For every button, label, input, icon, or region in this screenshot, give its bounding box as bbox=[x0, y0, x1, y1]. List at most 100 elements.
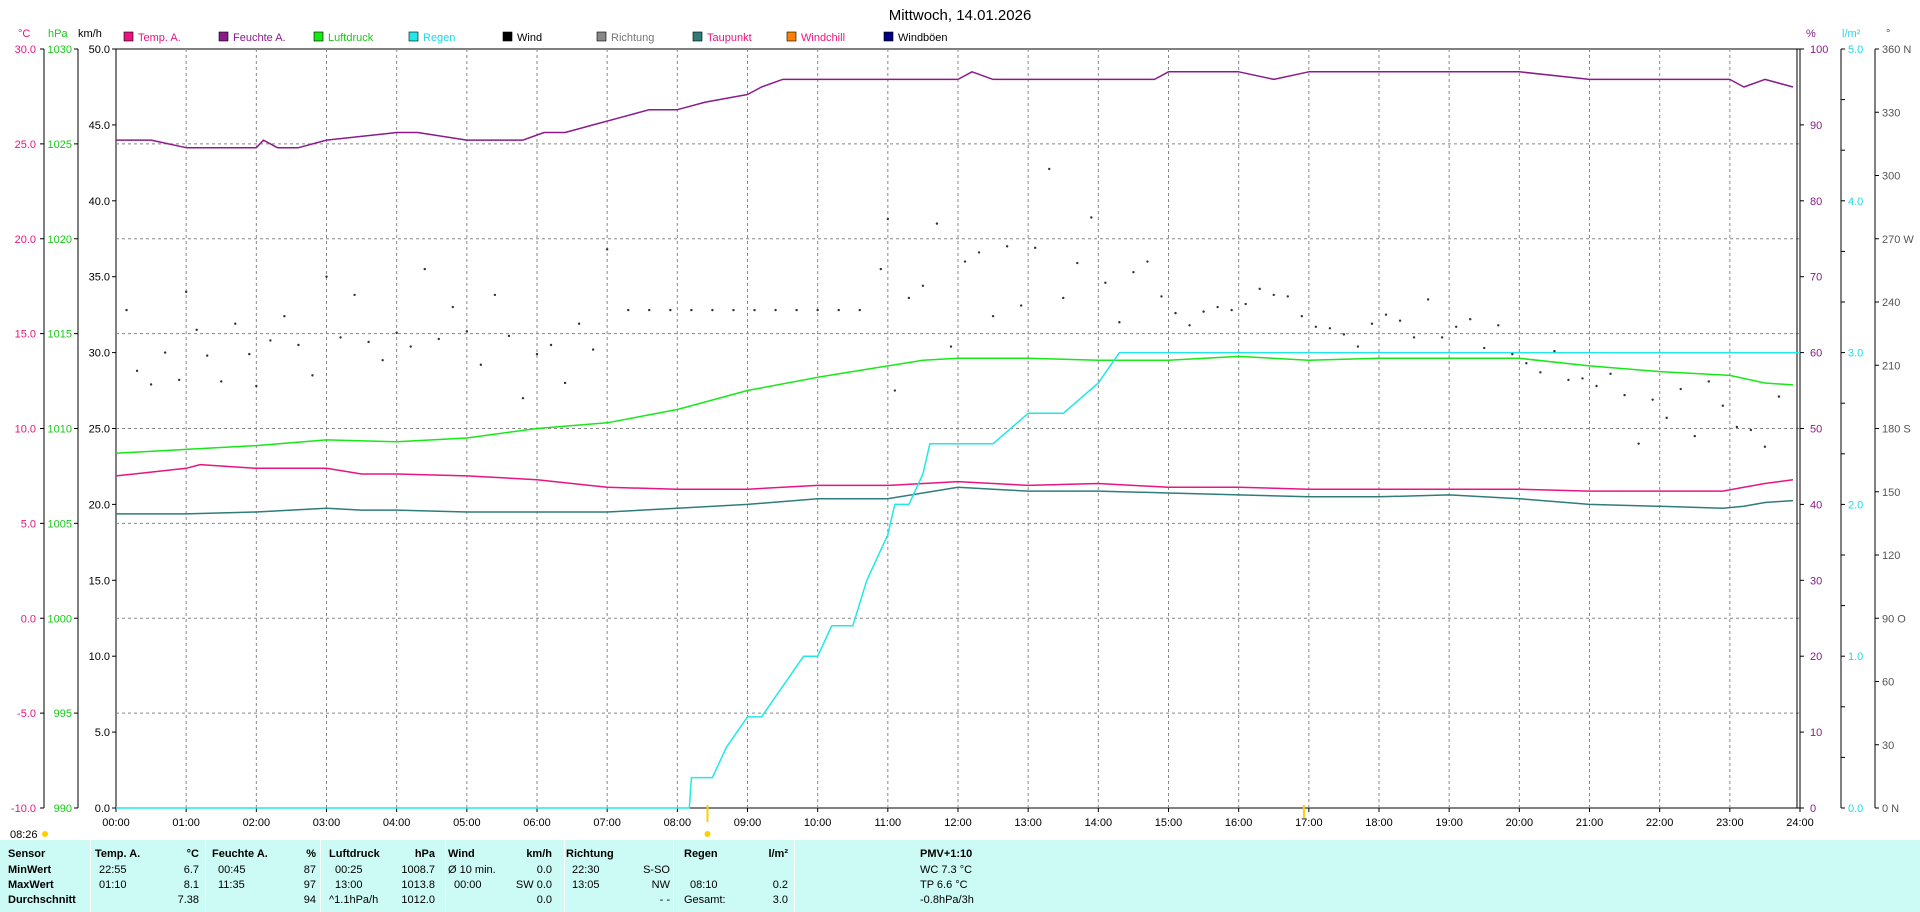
wind-tick-label: 40.0 bbox=[89, 196, 110, 208]
wind-point bbox=[1581, 377, 1584, 380]
time-tick-label: 10:00 bbox=[804, 817, 832, 829]
wind-point bbox=[437, 337, 440, 341]
wind-point bbox=[1511, 352, 1514, 356]
wind-tick-label: 35.0 bbox=[89, 272, 110, 284]
stats-col-wind: Wind km/h Ø 10 min. 0.0 00:00 SW 0.0 0.0 bbox=[446, 840, 565, 912]
stats-hum-max-time: 11:35 bbox=[218, 879, 245, 891]
wind-point bbox=[1272, 293, 1275, 297]
wind-tick-label: 30.0 bbox=[89, 348, 110, 360]
wind-point bbox=[1651, 398, 1654, 401]
wind-point bbox=[195, 328, 198, 332]
stats-press-header: Luftdruck bbox=[329, 848, 380, 860]
wind-point bbox=[1314, 325, 1318, 328]
wind-tick-label: 50.0 bbox=[89, 44, 110, 56]
wind-point bbox=[184, 290, 188, 294]
direction-tick-label: 150 bbox=[1882, 487, 1900, 499]
temp-tick-label: 10.0 bbox=[15, 424, 36, 436]
stats-rain-total-value: 3.0 bbox=[772, 894, 788, 906]
stats-dir-header: Richtung bbox=[566, 848, 614, 860]
wind-point bbox=[367, 340, 370, 344]
time-tick-label: 22:00 bbox=[1646, 817, 1674, 829]
legend-swatch bbox=[786, 31, 797, 42]
wind-point bbox=[563, 381, 567, 385]
wind-point bbox=[1707, 380, 1710, 383]
wind-point bbox=[1553, 349, 1556, 353]
temp-tick-label: 25.0 bbox=[15, 139, 36, 151]
regen-line bbox=[116, 351, 1800, 809]
pressure-tick-label: 1005 bbox=[48, 518, 72, 530]
time-tick-label: 03:00 bbox=[313, 817, 341, 829]
temp-unit-label: °C bbox=[18, 28, 30, 40]
stats-hum-unit: % bbox=[306, 848, 316, 860]
wind-point bbox=[907, 296, 911, 300]
stats-col-humidity: Feuchte A. % 00:45 87 11:35 97 94 bbox=[206, 840, 321, 912]
wind-point bbox=[1749, 428, 1753, 432]
wind-point bbox=[753, 308, 756, 312]
stats-hum-min-value: 87 bbox=[303, 864, 316, 876]
left-axes: 30.0 25.0 20.0 15.0 10.0 5.0 0.0 -5.0 -10.0 1030 1… bbox=[11, 44, 116, 815]
wind-point bbox=[297, 343, 300, 347]
stats-col-sensor: Sensor MinWert MaxWert Durchschnitt bbox=[0, 840, 91, 912]
time-tick-label: 01:00 bbox=[172, 817, 200, 829]
wind-point bbox=[395, 331, 398, 335]
wind-point bbox=[1384, 313, 1388, 316]
wind-unit-label: km/h bbox=[78, 28, 102, 40]
wind-tick-label: 0.0 bbox=[95, 803, 110, 815]
wind-point bbox=[732, 308, 735, 312]
stats-dir-max-value: NW bbox=[651, 879, 670, 891]
wind-point bbox=[1469, 318, 1472, 321]
direction-tick-label: 120 bbox=[1882, 550, 1900, 562]
time-tick-label: 20:00 bbox=[1506, 817, 1534, 829]
rain-unit-label: l/m² bbox=[1842, 28, 1861, 40]
wind-point bbox=[1230, 308, 1233, 312]
humidity-tick-label: 30 bbox=[1810, 575, 1822, 587]
wind-point bbox=[1454, 325, 1458, 328]
wind-point bbox=[1300, 314, 1304, 318]
wind-point bbox=[1763, 445, 1767, 448]
rain-tick-label: 1.0 bbox=[1848, 651, 1863, 663]
stats-press-avg-value: 1012.0 bbox=[401, 894, 435, 906]
pressure-tick-label: 1010 bbox=[48, 424, 72, 436]
wind-point bbox=[1609, 372, 1612, 376]
wind-point bbox=[381, 358, 384, 362]
right-axes: 10090807060504030201005.04.03.02.01.00.0… bbox=[1800, 44, 1914, 815]
wind-point bbox=[1146, 260, 1149, 263]
stats-row-min: MinWert bbox=[8, 864, 52, 876]
humidity-tick-label: 60 bbox=[1810, 348, 1822, 360]
legend-label: Feuchte A. bbox=[233, 32, 286, 44]
wind-point bbox=[627, 308, 630, 312]
pressure-tick-label: 1020 bbox=[48, 234, 72, 246]
time-tick-label: 16:00 bbox=[1225, 817, 1253, 829]
wind-point bbox=[521, 396, 525, 400]
humidity-tick-label: 70 bbox=[1810, 272, 1822, 284]
wind-point bbox=[1019, 304, 1023, 307]
stats-col-rain: Regen l/m² 08:10 0.2 Gesamt: 3.0 bbox=[674, 840, 795, 912]
pressure-tick-label: 1030 bbox=[48, 44, 72, 56]
wind-point bbox=[1567, 378, 1570, 382]
wind-point bbox=[591, 348, 595, 351]
humidity-tick-label: 100 bbox=[1810, 44, 1828, 56]
stats-col-pressure: Luftdruck hPa 00:25 1008.7 13:00 1013.8 … bbox=[321, 840, 446, 912]
stats-col-pmv: PMV+1:10 WC 7.3 °C TP 6.6 °C -0.8hPa/3h bbox=[795, 840, 1920, 912]
legend-label: Richtung bbox=[611, 32, 654, 44]
stats-hum-header: Feuchte A. bbox=[212, 848, 268, 860]
wind-point bbox=[1090, 216, 1093, 219]
time-tick-label: 15:00 bbox=[1155, 817, 1183, 829]
direction-tick-label: 60 bbox=[1882, 677, 1894, 689]
wind-point bbox=[255, 384, 258, 388]
stats-rain-total-label: Gesamt: bbox=[684, 894, 726, 906]
stats-wind-avg-value: 0.0 bbox=[536, 894, 552, 906]
stats-press-min-time: 00:25 bbox=[335, 864, 363, 876]
axis-units: °C hPa km/h % l/m² ° bbox=[18, 28, 1890, 40]
stats-temp-min-value: 6.7 bbox=[183, 864, 199, 876]
wind-point bbox=[1497, 324, 1500, 327]
legend-swatch bbox=[218, 31, 229, 42]
stats-rain-header: Regen bbox=[684, 848, 718, 860]
wind-point bbox=[451, 305, 454, 309]
wind-point bbox=[220, 380, 223, 383]
sunrise-marker-dot bbox=[704, 831, 711, 837]
wind-point bbox=[795, 308, 798, 312]
stats-hum-max-value: 97 bbox=[303, 879, 316, 891]
rain-tick-label: 0.0 bbox=[1848, 803, 1863, 815]
legend: Temp. A. Feuchte A. Luftdruck Regen Wind Rich… bbox=[123, 31, 948, 44]
